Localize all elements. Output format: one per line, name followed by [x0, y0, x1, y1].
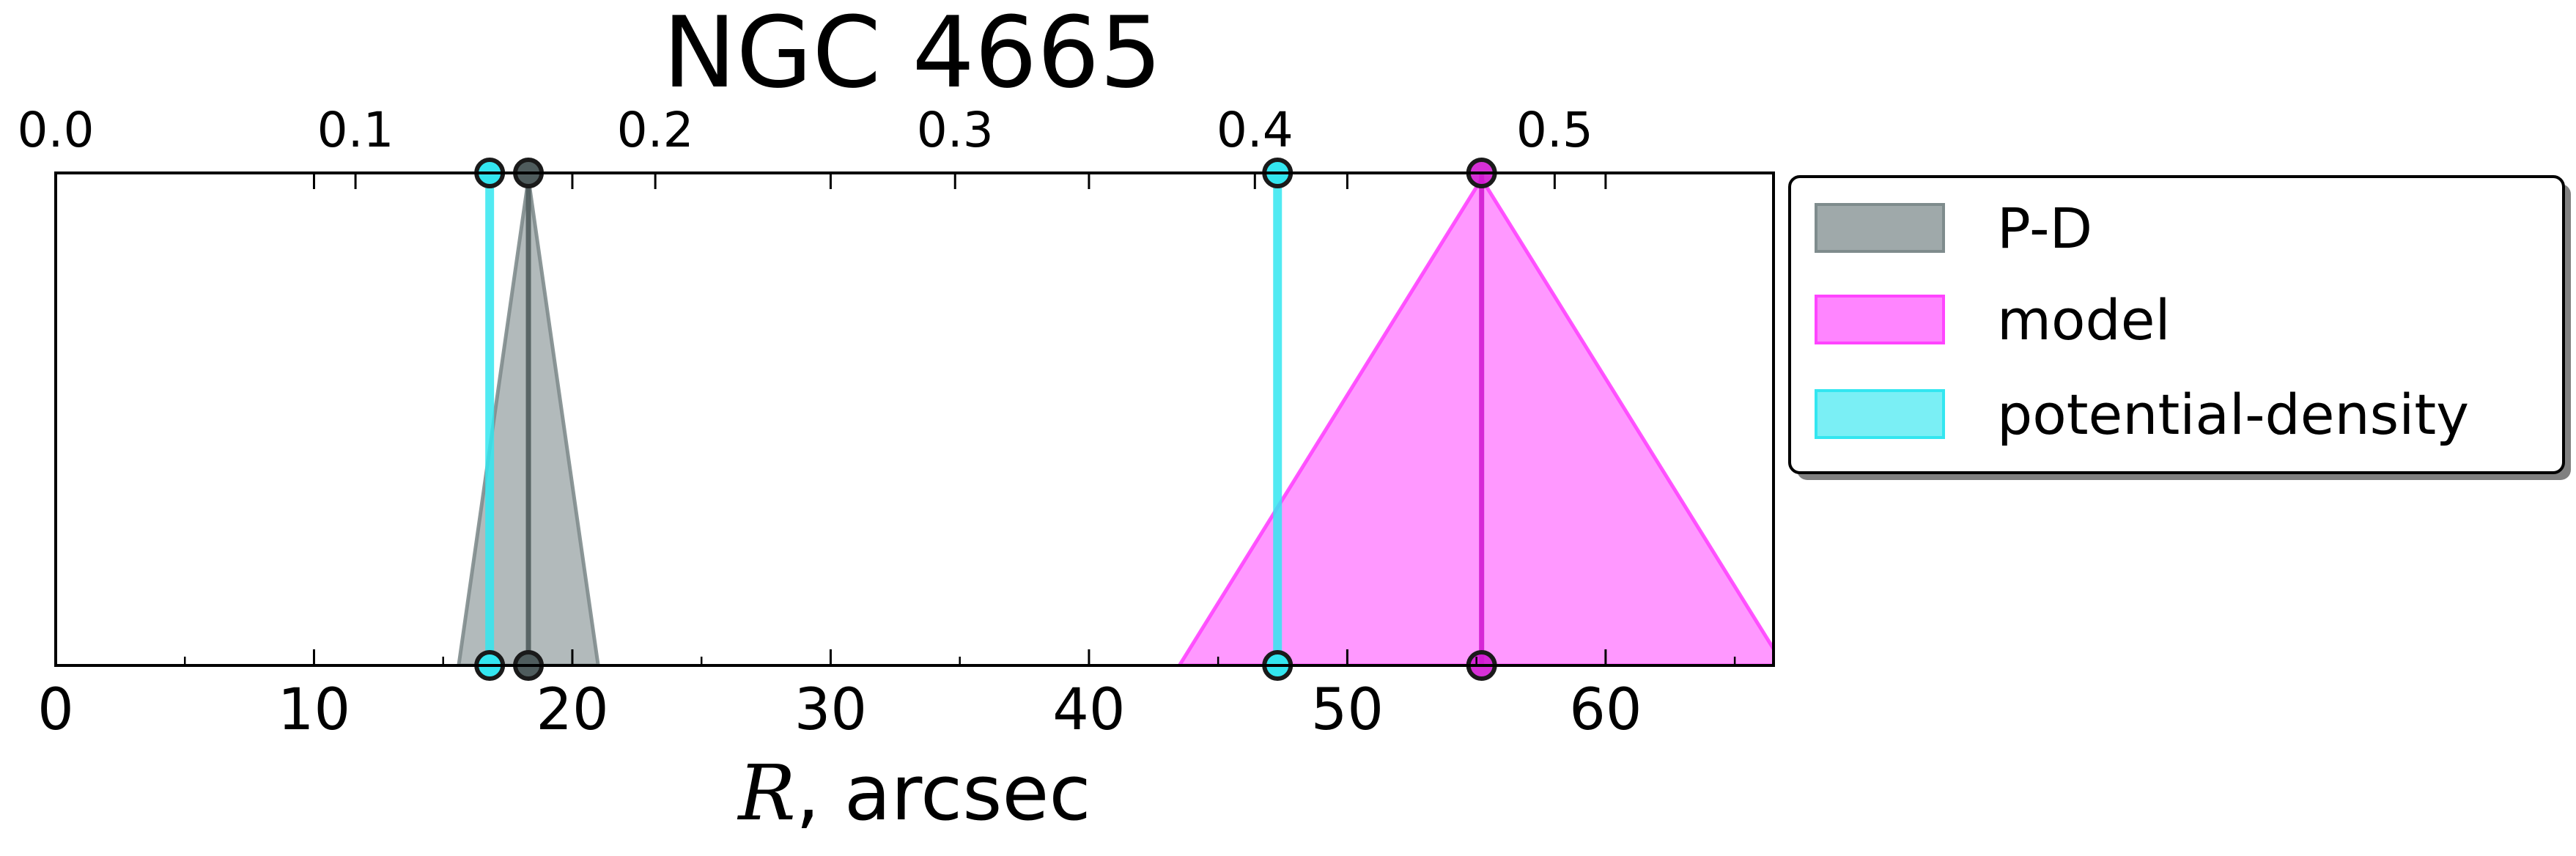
x-axis-label: R, arcsec [737, 748, 1090, 838]
legend: P-D model potential-density [1788, 175, 2571, 480]
x2-tick-label: 0.1 [317, 102, 394, 158]
ticks-layer: 0 10 20 30 40 50 60 0.0 0.1 0.2 0.3 0.4 0.5 [18, 102, 1736, 743]
legend-swatch-model [1815, 295, 1945, 344]
legend-box [1788, 175, 2565, 474]
x2-tick-label: 0.0 [18, 102, 95, 158]
plot-frame [54, 171, 1775, 667]
x2-tick-label: 0.5 [1516, 102, 1593, 158]
chart-title: NGC 4665 [663, 0, 1162, 110]
x2-tick-label: 0.3 [917, 102, 994, 158]
x-tick-label: 20 [536, 677, 608, 743]
x-tick-label: 40 [1052, 677, 1125, 743]
x-tick-label: 10 [278, 677, 350, 743]
x2-tick-label: 0.2 [617, 102, 694, 158]
legend-label-model: model [1997, 287, 2171, 353]
series-areas [457, 173, 1774, 665]
triangle-model-0 [1177, 175, 1774, 665]
legend-swatch-potential-density [1815, 389, 1945, 439]
legend-label-potential-density: potential-density [1997, 382, 2469, 447]
x-tick-label: 50 [1311, 677, 1384, 743]
legend-swatch-P-D [1815, 203, 1945, 253]
x-tick-label: 0 [37, 677, 74, 743]
x-axis-label-unit: , arcsec [796, 748, 1091, 838]
legend-label-P-D: P-D [1997, 196, 2092, 261]
x-tick-label: 30 [794, 677, 867, 743]
x-axis-label-variable: R [737, 748, 795, 838]
x2-tick-label: 0.4 [1217, 102, 1293, 158]
legend-entries: P-D model potential-density [1815, 196, 2469, 447]
x-tick-label: 60 [1569, 677, 1642, 743]
series-layer [457, 158, 1774, 681]
